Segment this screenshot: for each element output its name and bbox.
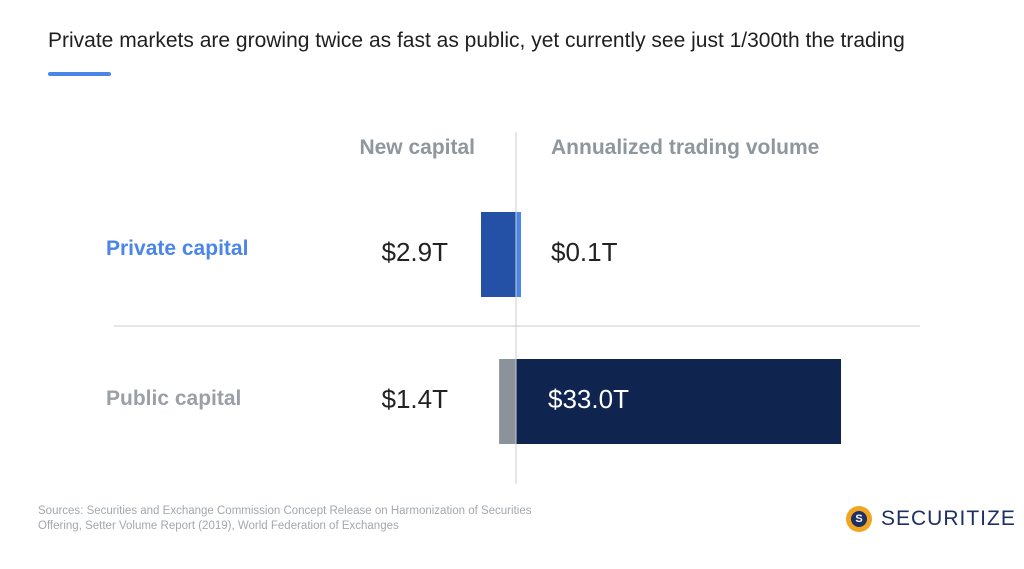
securitize-logo-letter: S <box>851 511 867 527</box>
column-header-trading-volume: Annualized trading volume <box>551 136 820 159</box>
value-public-new-capital: $1.4T <box>381 384 449 414</box>
brand-logo-group: S SECURITIZE <box>846 504 1016 534</box>
bar-new-capital-public <box>499 359 516 444</box>
bar-new-capital-private <box>481 212 516 297</box>
title-underline <box>48 72 111 76</box>
row-label-public-capital: Public capital <box>106 387 242 410</box>
bar-trading-volume-public <box>516 359 841 444</box>
value-private-trading-volume: $0.1T <box>551 237 618 267</box>
value-private-new-capital: $2.9T <box>381 237 449 267</box>
row-label-private-capital: Private capital <box>106 237 249 260</box>
value-public-trading-volume: $33.0T <box>548 384 629 414</box>
column-header-new-capital: New capital <box>359 136 475 159</box>
bar-trading-volume-private <box>516 212 521 297</box>
sources-note: Sources: Securities and Exchange Commiss… <box>38 505 532 532</box>
chart-title: Private markets are growing twice as fas… <box>48 29 905 52</box>
brand-name: SECURITIZE <box>881 507 1016 530</box>
securitize-logo-icon: S <box>846 506 872 532</box>
